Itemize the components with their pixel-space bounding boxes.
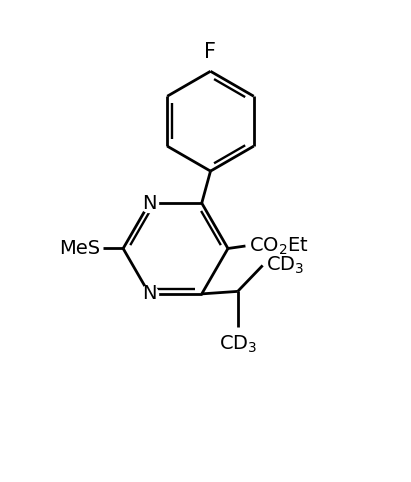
Text: CD$_3$: CD$_3$: [266, 255, 304, 276]
Text: CO$_2$Et: CO$_2$Et: [249, 235, 309, 256]
Text: N: N: [142, 284, 157, 303]
Text: MeS: MeS: [59, 239, 100, 258]
Text: F: F: [205, 42, 217, 62]
Text: N: N: [142, 194, 157, 213]
Text: CD$_3$: CD$_3$: [219, 334, 257, 355]
